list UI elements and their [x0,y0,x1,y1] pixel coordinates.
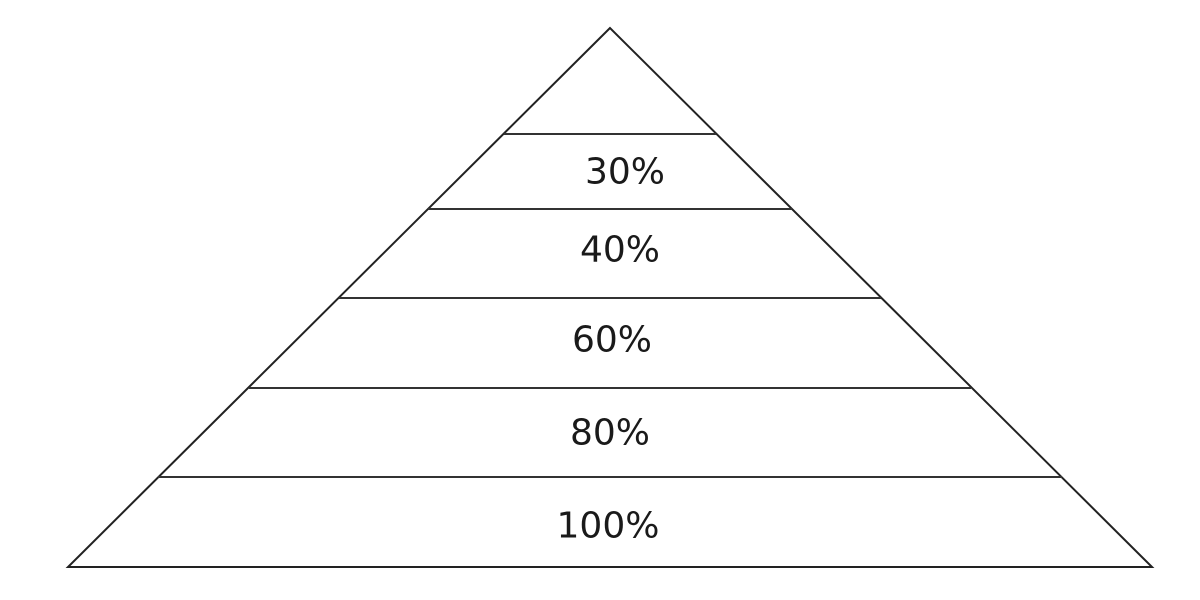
tier-label-80: 80% [570,413,650,454]
tier-label-60: 60% [572,320,652,361]
tier-label-40: 40% [580,230,660,271]
tier-label-100: 100% [557,506,660,547]
tier-label-30: 30% [585,152,665,193]
